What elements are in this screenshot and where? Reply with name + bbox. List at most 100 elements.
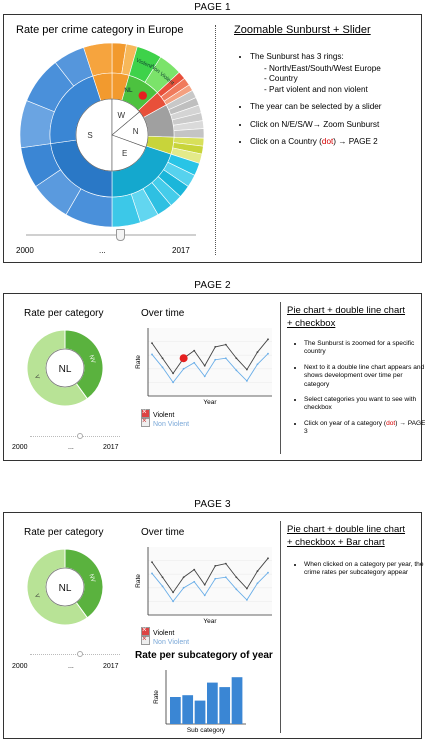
selected-year-dot[interactable] xyxy=(179,354,188,363)
divider xyxy=(215,25,216,255)
checkbox-non-violent[interactable] xyxy=(141,634,150,645)
series-point[interactable] xyxy=(172,600,174,603)
series-point[interactable] xyxy=(193,580,196,583)
series-point[interactable] xyxy=(224,357,227,360)
sunburst-country-label: NL xyxy=(124,87,133,94)
series-point[interactable] xyxy=(235,588,238,591)
line-chart-title: Over time xyxy=(141,308,185,319)
series-point[interactable] xyxy=(246,368,248,371)
subcategory-bar-chart[interactable]: Rate Sub category xyxy=(150,666,250,734)
sunburst-region-south[interactable] xyxy=(75,98,113,172)
series-line-non-violent[interactable] xyxy=(151,353,269,384)
series-point[interactable] xyxy=(161,366,164,369)
series-point[interactable] xyxy=(151,561,153,564)
series-point[interactable] xyxy=(214,564,217,567)
series-point[interactable] xyxy=(214,345,217,348)
series-point[interactable] xyxy=(203,583,206,586)
series-point[interactable] xyxy=(256,570,259,573)
category-donut[interactable]: NL NV V xyxy=(24,546,106,628)
series-point[interactable] xyxy=(151,353,153,356)
bullet: The year can be selected by a slider xyxy=(250,102,425,113)
series-point[interactable] xyxy=(224,576,227,579)
bar-x-axis-label: Sub category xyxy=(187,727,226,734)
year-slider-track[interactable] xyxy=(30,654,120,655)
series-point[interactable] xyxy=(214,577,217,580)
series-point[interactable] xyxy=(151,342,153,345)
legend-non-violent[interactable]: Non Violent xyxy=(141,416,189,428)
year-slider-thumb[interactable] xyxy=(115,229,125,241)
y-axis-label: Rate xyxy=(135,574,142,588)
year-slider-thumb[interactable] xyxy=(76,651,83,657)
over-time-line-chart[interactable]: Rate Year xyxy=(134,543,276,625)
subcategory-bar[interactable] xyxy=(219,687,231,724)
series-point[interactable] xyxy=(151,572,153,575)
bullet: Select categories you want to see with c… xyxy=(304,396,425,413)
over-time-line-chart[interactable]: Rate Year xyxy=(134,324,276,406)
series-point[interactable] xyxy=(193,349,196,352)
subcategory-bar[interactable] xyxy=(231,677,243,724)
bar-y-axis-label: Rate xyxy=(153,690,160,704)
series-point[interactable] xyxy=(203,594,206,597)
donut-title: Rate per category xyxy=(24,308,104,319)
bar-chart-title: Rate per subcategory of year xyxy=(135,650,273,661)
series-point[interactable] xyxy=(182,576,185,579)
series-point[interactable] xyxy=(203,375,206,378)
year-slider-thumb[interactable] xyxy=(76,433,83,439)
series-point[interactable] xyxy=(246,587,248,590)
slider-end-label: 2017 xyxy=(103,444,119,451)
series-point[interactable] xyxy=(161,585,164,588)
series-point[interactable] xyxy=(203,364,206,367)
series-point[interactable] xyxy=(235,576,238,579)
sub-bullet: Part violent and non violent xyxy=(264,85,425,96)
subcategory-bar[interactable] xyxy=(194,700,206,724)
series-point[interactable] xyxy=(267,571,269,574)
donut-center-label: NL xyxy=(59,364,72,375)
series-point[interactable] xyxy=(256,363,259,366)
page1-bullets: The Sunburst has 3 rings: North/East/Sou… xyxy=(236,52,425,155)
series-point[interactable] xyxy=(267,557,269,560)
series-point[interactable] xyxy=(172,591,174,594)
page3-panel: Rate per category NL NV V 2000 ... 2017 Ov… xyxy=(3,512,424,739)
selected-country-dot[interactable] xyxy=(138,91,147,100)
series-point[interactable] xyxy=(161,576,164,579)
page2-label: PAGE 2 xyxy=(194,280,231,291)
donut-center xyxy=(45,348,85,388)
slider-mid-label: ... xyxy=(68,663,74,670)
donut-label-nv: NV xyxy=(87,573,95,583)
series-point[interactable] xyxy=(235,369,238,372)
sunburst-region-east[interactable] xyxy=(111,134,147,172)
year-slider-track[interactable] xyxy=(26,234,196,236)
series-point[interactable] xyxy=(267,338,269,341)
series-point[interactable] xyxy=(246,598,248,601)
page2-bullets: The Sunburst is zoomed for a specific co… xyxy=(290,340,425,444)
series-point[interactable] xyxy=(182,367,185,370)
series-point[interactable] xyxy=(161,357,164,360)
series-point[interactable] xyxy=(235,357,238,360)
series-point[interactable] xyxy=(224,562,227,565)
series-point[interactable] xyxy=(193,568,196,571)
series-point[interactable] xyxy=(256,582,259,585)
series-point[interactable] xyxy=(246,379,248,382)
series-line-violent[interactable] xyxy=(151,339,269,375)
series-line-non-violent[interactable] xyxy=(151,572,269,603)
series-point[interactable] xyxy=(172,372,174,375)
series-point[interactable] xyxy=(172,381,174,384)
series-point[interactable] xyxy=(267,352,269,355)
series-point[interactable] xyxy=(193,361,196,364)
subcategory-bar[interactable] xyxy=(170,697,181,724)
legend-non-violent[interactable]: Non Violent xyxy=(141,634,189,646)
series-point[interactable] xyxy=(224,343,227,346)
subcategory-bar[interactable] xyxy=(182,695,194,724)
checkbox-non-violent[interactable] xyxy=(141,416,150,427)
sunburst-region-label: W xyxy=(118,111,126,120)
line-plot-area xyxy=(148,328,272,396)
subcategory-bar[interactable] xyxy=(207,682,218,724)
year-slider-track[interactable] xyxy=(30,436,120,437)
series-line-violent[interactable] xyxy=(151,558,269,594)
series-point[interactable] xyxy=(182,586,185,589)
category-donut[interactable]: NL NV V xyxy=(24,327,106,409)
series-point[interactable] xyxy=(256,351,259,354)
page2-panel: Rate per category NL NV V 2000 ... 2017 Ov… xyxy=(3,293,425,461)
series-point[interactable] xyxy=(214,358,217,361)
